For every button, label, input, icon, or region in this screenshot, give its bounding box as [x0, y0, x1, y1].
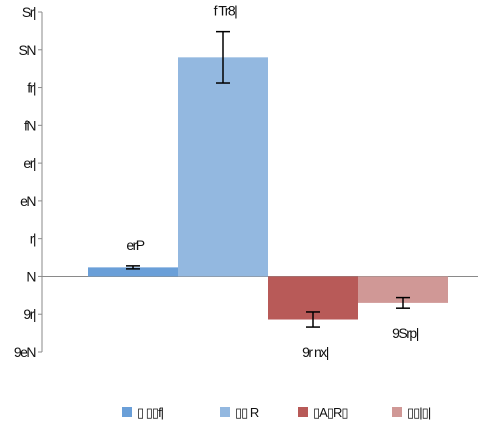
y-tick-label: SΝ	[19, 42, 36, 58]
legend-label: ▯▯ R	[235, 405, 259, 420]
y-tick-label: fΝ	[24, 117, 35, 133]
legend-swatch	[298, 407, 308, 417]
y-tick-label: 9eΝ	[14, 344, 36, 360]
y-tick-label: fr|	[27, 80, 36, 96]
y-tick-label: 9r|	[23, 306, 35, 322]
y-tick-label: er|	[23, 155, 35, 171]
legend-swatch	[220, 407, 230, 417]
bar	[88, 267, 178, 277]
data-label: 9Srp|	[392, 325, 419, 341]
data-label: f Tr8|	[214, 3, 238, 19]
y-tick-label: r|	[30, 231, 36, 247]
data-labels: erP f Tr8| 9r nx| 9Srp|	[126, 3, 420, 360]
bars	[88, 30, 448, 328]
y-tick-label: Sr|	[22, 4, 36, 20]
data-label: 9r nx|	[302, 344, 329, 360]
y-tick-label: Ν	[26, 268, 35, 284]
legend-label: ▯ ▯▯f|	[137, 405, 164, 420]
legend-swatch	[122, 407, 132, 417]
data-label: erP	[126, 237, 144, 253]
legend: ▯ ▯▯f| ▯▯ R ▯A▯R▯ ▯▯|▯|	[122, 405, 432, 420]
y-tick-label: eΝ	[20, 193, 35, 209]
legend-swatch	[392, 407, 402, 417]
legend-label: ▯A▯R▯	[313, 405, 348, 420]
bar	[178, 57, 268, 277]
legend-label: ▯▯|▯|	[407, 405, 431, 420]
